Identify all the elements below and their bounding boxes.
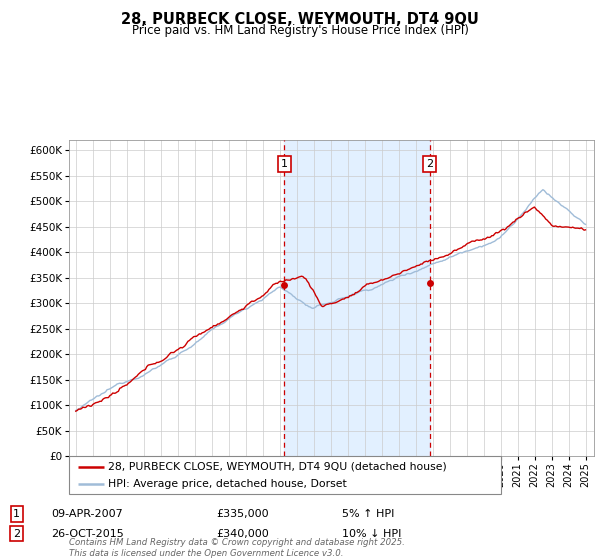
- Text: Contains HM Land Registry data © Crown copyright and database right 2025.
This d: Contains HM Land Registry data © Crown c…: [69, 538, 405, 558]
- Text: 10% ↓ HPI: 10% ↓ HPI: [342, 529, 401, 539]
- FancyBboxPatch shape: [69, 456, 501, 494]
- Text: 1: 1: [281, 158, 288, 169]
- Text: £340,000: £340,000: [216, 529, 269, 539]
- Text: 2: 2: [13, 529, 20, 539]
- Text: 28, PURBECK CLOSE, WEYMOUTH, DT4 9QU: 28, PURBECK CLOSE, WEYMOUTH, DT4 9QU: [121, 12, 479, 27]
- Text: 5% ↑ HPI: 5% ↑ HPI: [342, 509, 394, 519]
- Text: 28, PURBECK CLOSE, WEYMOUTH, DT4 9QU (detached house): 28, PURBECK CLOSE, WEYMOUTH, DT4 9QU (de…: [108, 461, 446, 472]
- Text: 09-APR-2007: 09-APR-2007: [51, 509, 123, 519]
- Text: 1: 1: [13, 509, 20, 519]
- Text: HPI: Average price, detached house, Dorset: HPI: Average price, detached house, Dors…: [108, 479, 347, 489]
- Text: 2: 2: [426, 158, 433, 169]
- Text: 26-OCT-2015: 26-OCT-2015: [51, 529, 124, 539]
- Text: Price paid vs. HM Land Registry's House Price Index (HPI): Price paid vs. HM Land Registry's House …: [131, 24, 469, 36]
- Bar: [284, 140, 430, 456]
- Text: £335,000: £335,000: [216, 509, 269, 519]
